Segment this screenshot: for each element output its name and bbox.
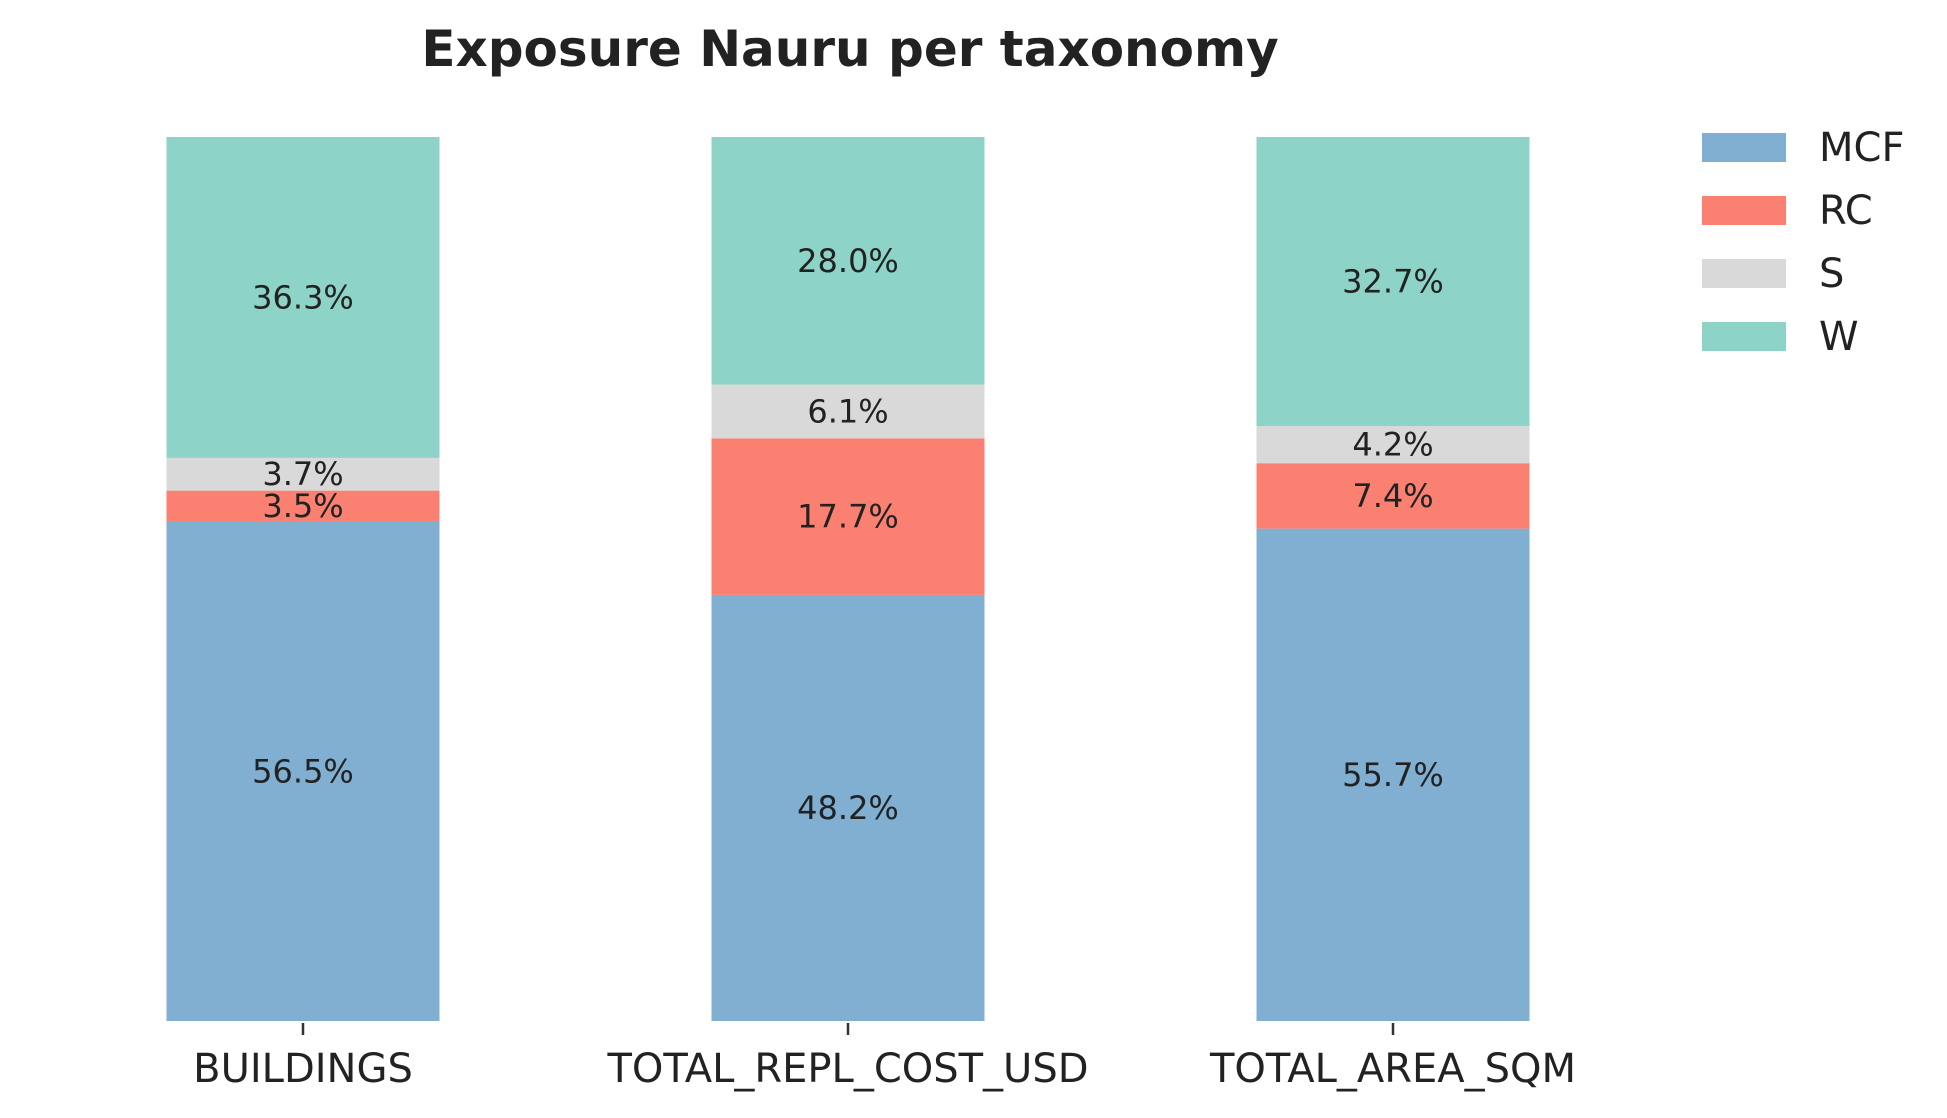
legend: MCF RC SW <box>1702 125 1904 360</box>
data-label-w-1: 36.3% <box>252 278 354 316</box>
bar-segment-s-1 <box>166 457 440 491</box>
legend-label-w: W <box>1819 314 1859 360</box>
bar-segment-w-2 <box>711 137 985 385</box>
data-label-rc-3: 7.4% <box>1352 477 1433 515</box>
chart-title: Exposure Nauru per taxonomy <box>421 20 1278 78</box>
legend-label-rc: RC <box>1819 188 1873 234</box>
bar-segment-rc-2 <box>711 438 985 595</box>
data-label-s-1: 3.7% <box>262 455 343 493</box>
legend-swatch-rc <box>1702 196 1786 225</box>
legend-label-mcf: MCF <box>1819 125 1904 171</box>
x-axis: BUILDINGS TOTAL_REPL_COST_USD TOTAL_AREA_S… <box>193 1023 1576 1092</box>
bar-segment-w-3 <box>1256 137 1530 427</box>
legend-label-s: S <box>1819 251 1844 297</box>
data-label-rc-2: 17.7% <box>797 498 899 536</box>
legend-swatch-s <box>1702 259 1786 288</box>
x-tick-label: TOTAL_REPL_COST_USD <box>606 1046 1088 1092</box>
x-tick-label: TOTAL_AREA_SQM <box>1209 1046 1576 1092</box>
bar-segment-mcf-3 <box>1256 528 1530 1021</box>
bar-segment-mcf-1 <box>166 521 440 1021</box>
bar-segment-w-1 <box>166 137 440 458</box>
data-label-mcf-2: 48.2% <box>797 789 899 827</box>
data-labels-layer: 56.5% 3.5%3.7% 36.3% 48.2% 17.7% 6.1% 28.0% 55.… <box>252 242 1444 827</box>
legend-swatch-w <box>1702 322 1786 351</box>
bar-segment-s-2 <box>711 384 985 439</box>
bar-segment-rc-1 <box>166 490 440 522</box>
bar-segment-mcf-2 <box>711 594 985 1021</box>
data-label-w-2: 28.0% <box>797 242 899 280</box>
data-label-mcf-3: 55.7% <box>1342 756 1444 794</box>
bar-segment-s-3 <box>1256 426 1530 464</box>
bars-layer <box>166 137 1530 1021</box>
bar-segment-rc-3 <box>1256 463 1530 529</box>
data-label-rc-1: 3.5% <box>262 487 343 525</box>
data-label-s-3: 4.2% <box>1352 426 1433 464</box>
data-label-w-3: 32.7% <box>1342 263 1444 301</box>
data-label-s-2: 6.1% <box>807 392 888 430</box>
x-tick-label: BUILDINGS <box>193 1046 413 1092</box>
legend-swatch-mcf <box>1702 133 1786 162</box>
data-label-mcf-1: 56.5% <box>252 752 354 790</box>
